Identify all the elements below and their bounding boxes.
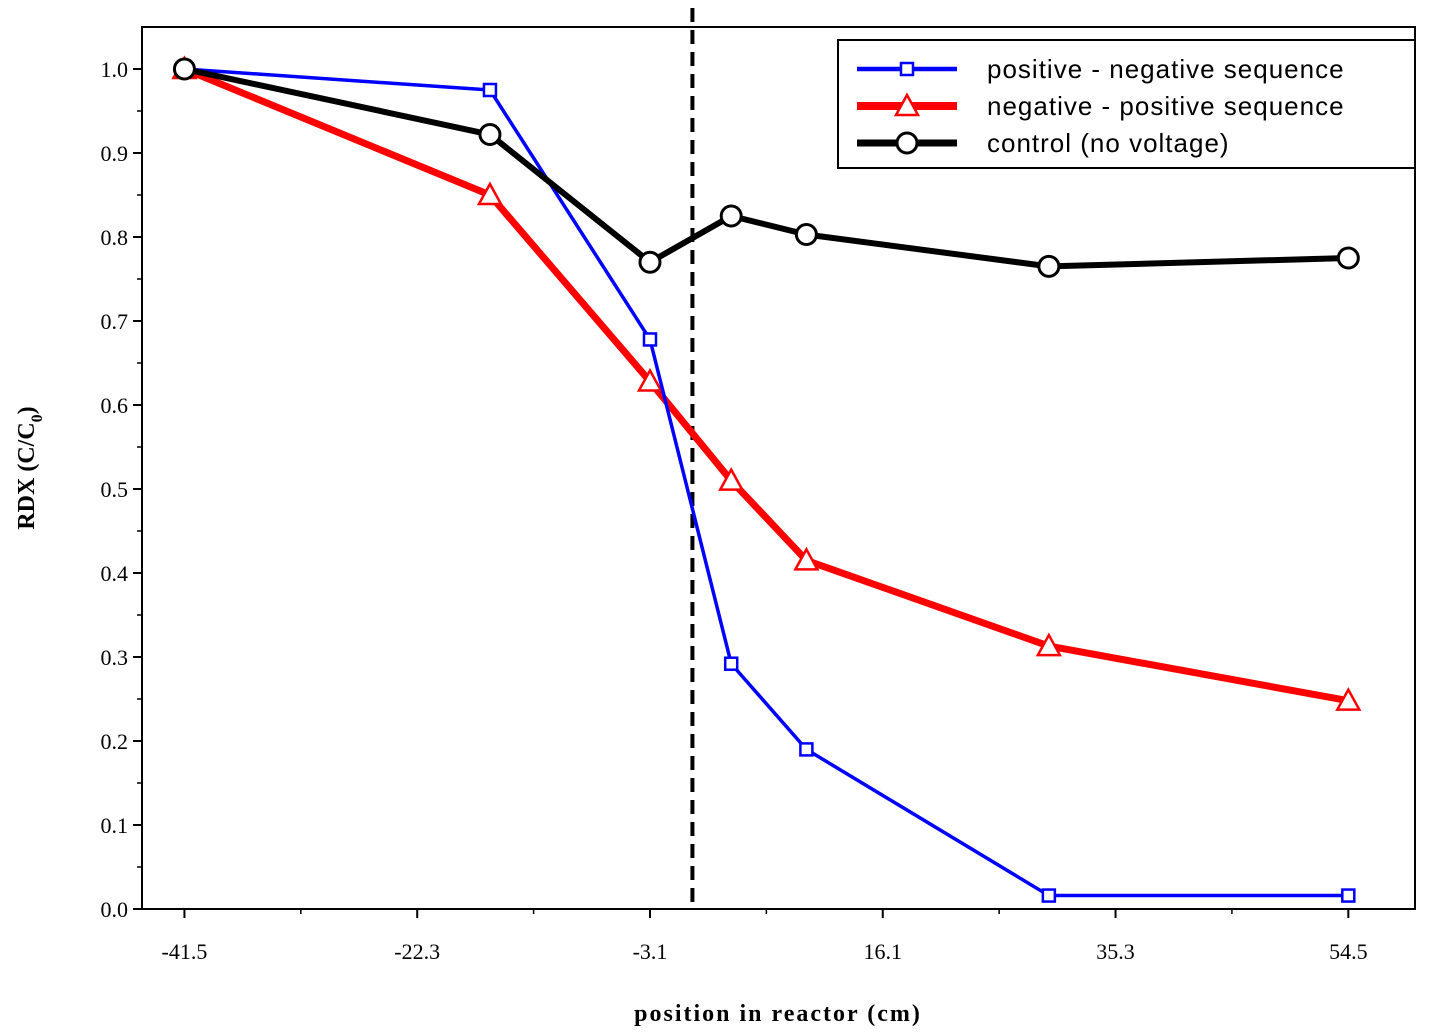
y-tick-label: 0.8 — [101, 225, 129, 250]
x-tick-label: -41.5 — [162, 939, 208, 964]
x-tick-label: 35.3 — [1096, 939, 1135, 964]
data-point-circle — [638, 250, 662, 274]
data-point-square — [642, 332, 658, 347]
data-point-square — [1341, 888, 1356, 903]
y-tick-label: 0.6 — [101, 393, 129, 418]
series-square — [177, 61, 1356, 903]
data-point-circle — [478, 123, 502, 147]
data-point-square — [482, 82, 498, 98]
x-tick-label: 54.5 — [1329, 939, 1368, 964]
x-axis-title: position in reactor (cm) — [634, 1001, 922, 1027]
y-axis-title-close: ) — [14, 406, 40, 414]
data-point-triangle — [476, 181, 504, 206]
y-tick-labels: 0.0 0.1 0.2 0.3 0.4 0.5 0.6 0.7 0.8 0.9 1.0 — [101, 57, 129, 922]
data-point-triangle — [1335, 687, 1362, 711]
x-tick-labels: -41.5 -22.3 -3.1 16.1 35.3 54.5 — [162, 939, 1368, 964]
data-point-square — [1041, 888, 1057, 903]
legend-swatch-marker — [895, 131, 919, 155]
y-tick-label: 0.2 — [101, 729, 129, 754]
legend-items: positive - negative sequence negative - p… — [857, 54, 1345, 158]
y-tick-label: 0.9 — [101, 141, 129, 166]
data-point-circle — [1336, 246, 1360, 270]
legend-item: negative - positive sequence — [857, 91, 1345, 121]
legend-label: positive - negative sequence — [987, 54, 1345, 84]
y-tick-label: 0.7 — [101, 309, 129, 334]
data-point-circle — [794, 222, 818, 246]
data-point-triangle — [793, 546, 820, 571]
y-axis-title-main: RDX (C/C — [14, 422, 40, 529]
series-circle — [172, 57, 1360, 278]
data-point-circle — [172, 57, 196, 81]
major-ticks — [133, 68, 1350, 918]
series-line — [184, 67, 1349, 898]
data-point-triangle — [1035, 632, 1062, 657]
x-tick-label: 16.1 — [864, 939, 903, 964]
y-axis-title: RDX (C/C0) — [14, 406, 46, 529]
plot-frame — [141, 26, 1416, 910]
legend-label: control (no voltage) — [987, 128, 1230, 158]
y-tick-label: 1.0 — [101, 57, 129, 82]
data-point-square — [799, 742, 814, 757]
data-point-circle — [1037, 254, 1061, 278]
minor-ticks — [137, 110, 1233, 914]
y-tick-label: 0.4 — [101, 561, 129, 586]
legend-swatch-marker — [893, 92, 921, 117]
y-tick-label: 0.0 — [101, 897, 129, 922]
y-tick-label: 0.5 — [101, 477, 129, 502]
series-triangle — [171, 55, 1362, 711]
legend-item: control (no voltage) — [857, 128, 1230, 158]
y-tick-label: 0.1 — [101, 813, 129, 838]
data-point-triangle — [636, 367, 664, 392]
data-point-triangle — [718, 467, 745, 491]
legend-label: negative - positive sequence — [987, 91, 1345, 121]
x-tick-label: -22.3 — [394, 939, 440, 964]
data-point-circle — [719, 204, 743, 228]
y-tick-label: 0.3 — [101, 645, 129, 670]
y-axis-title-subscript: 0 — [29, 414, 46, 422]
data-point-square — [723, 656, 739, 671]
legend-swatch-marker — [899, 61, 915, 77]
legend: positive - negative sequence negative - p… — [837, 39, 1416, 169]
x-tick-label: -3.1 — [633, 939, 668, 964]
series-layer — [171, 55, 1362, 903]
legend-item: positive - negative sequence — [857, 54, 1345, 84]
